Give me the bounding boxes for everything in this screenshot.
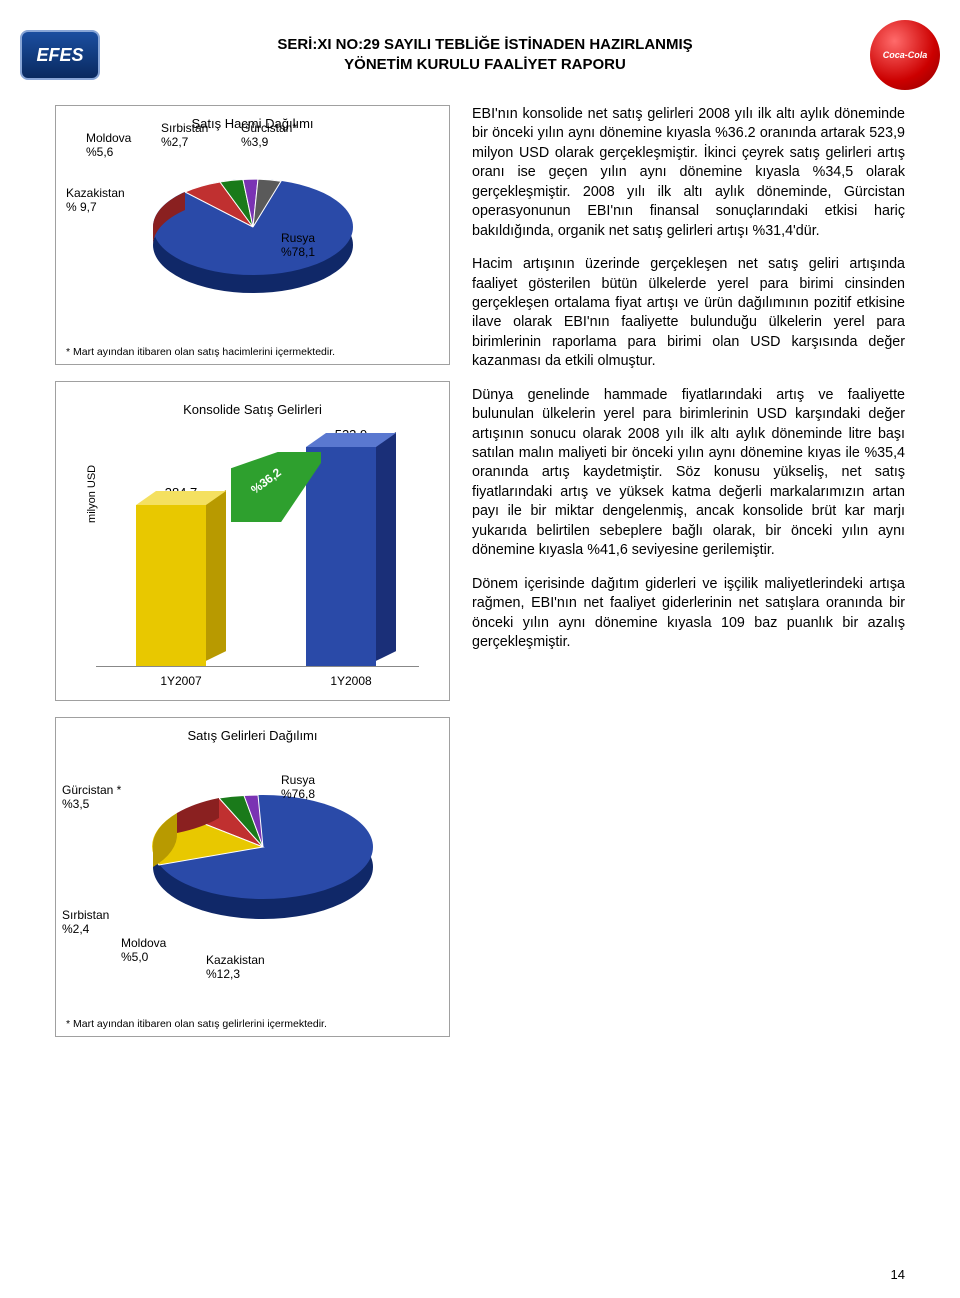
cocacola-logo: Coca-Cola bbox=[870, 20, 940, 90]
paragraph-2: Hacim artışının üzerinde gerçekleşen net… bbox=[472, 255, 905, 372]
pie2-label-gurcistan: Gürcistan * %3,5 bbox=[62, 783, 121, 812]
pie2-label-rusya: Rusya %76,8 bbox=[281, 773, 315, 802]
growth-arrow: %36,2 bbox=[231, 452, 321, 525]
bar-title: Konsolide Satış Gelirleri bbox=[66, 402, 439, 417]
efes-logo: EFES bbox=[20, 30, 100, 80]
paragraph-3: Dünya genelinde hammade fiyatlarındaki a… bbox=[472, 386, 905, 561]
report-title: SERİ:XI NO:29 SAYILI TEBLİĞE İSTİNADEN H… bbox=[100, 35, 870, 76]
pie2-title: Satış Gelirleri Dağılımı bbox=[66, 728, 439, 743]
pie1-label-rusya: Rusya %78,1 bbox=[281, 231, 315, 260]
pie2-footnote: * Mart ayından itibaren olan satış gelir… bbox=[66, 1018, 439, 1030]
pie1-label-kazakistan: Kazakistan % 9,7 bbox=[66, 186, 125, 215]
bar-plot-area: milyon USD 384,7 1Y2007 523,9 1Y2008 bbox=[96, 437, 419, 667]
pie1-footnote: * Mart ayından itibaren olan satış hacim… bbox=[66, 346, 439, 358]
title-line-2: YÖNETİM KURULU FAALİYET RAPORU bbox=[100, 55, 870, 75]
pie1-label-gurcistan: Gürcistan* %3,9 bbox=[241, 121, 297, 150]
pie2-svg bbox=[103, 747, 403, 947]
revenue-bar-chart: Konsolide Satış Gelirleri milyon USD 384… bbox=[55, 381, 450, 701]
pie1-label-sirbistan: Sırbistan %2,7 bbox=[161, 121, 208, 150]
bar-2007: 384,7 1Y2007 bbox=[136, 505, 226, 666]
bar-2008-cat: 1Y2008 bbox=[306, 674, 396, 688]
bar-ylabel: milyon USD bbox=[86, 464, 98, 522]
paragraph-1: EBI'nın konsolide net satış gelirleri 20… bbox=[472, 105, 905, 241]
body-text-column: EBI'nın konsolide net satış gelirleri 20… bbox=[472, 105, 905, 1258]
pie1-svg bbox=[123, 135, 383, 315]
sales-revenue-pie: Satış Gelirleri Dağılımı Gürcistan * %3,… bbox=[55, 717, 450, 1037]
sales-volume-pie: Satış Hacmi Dağılımı Kazakistan % 9,7 Mo… bbox=[55, 105, 450, 365]
paragraph-4: Dönem içerisinde dağıtım giderleri ve iş… bbox=[472, 575, 905, 653]
pie1-label-moldova: Moldova %5,6 bbox=[86, 131, 131, 160]
title-line-1: SERİ:XI NO:29 SAYILI TEBLİĞE İSTİNADEN H… bbox=[100, 35, 870, 55]
pie2-label-sirbistan: Sırbistan %2,4 bbox=[62, 908, 109, 937]
pie2-label-kazakistan: Kazakistan %12,3 bbox=[206, 953, 265, 982]
page-number: 14 bbox=[891, 1267, 905, 1282]
bar-2007-cat: 1Y2007 bbox=[136, 674, 226, 688]
pie2-label-moldova: Moldova %5,0 bbox=[121, 936, 166, 965]
